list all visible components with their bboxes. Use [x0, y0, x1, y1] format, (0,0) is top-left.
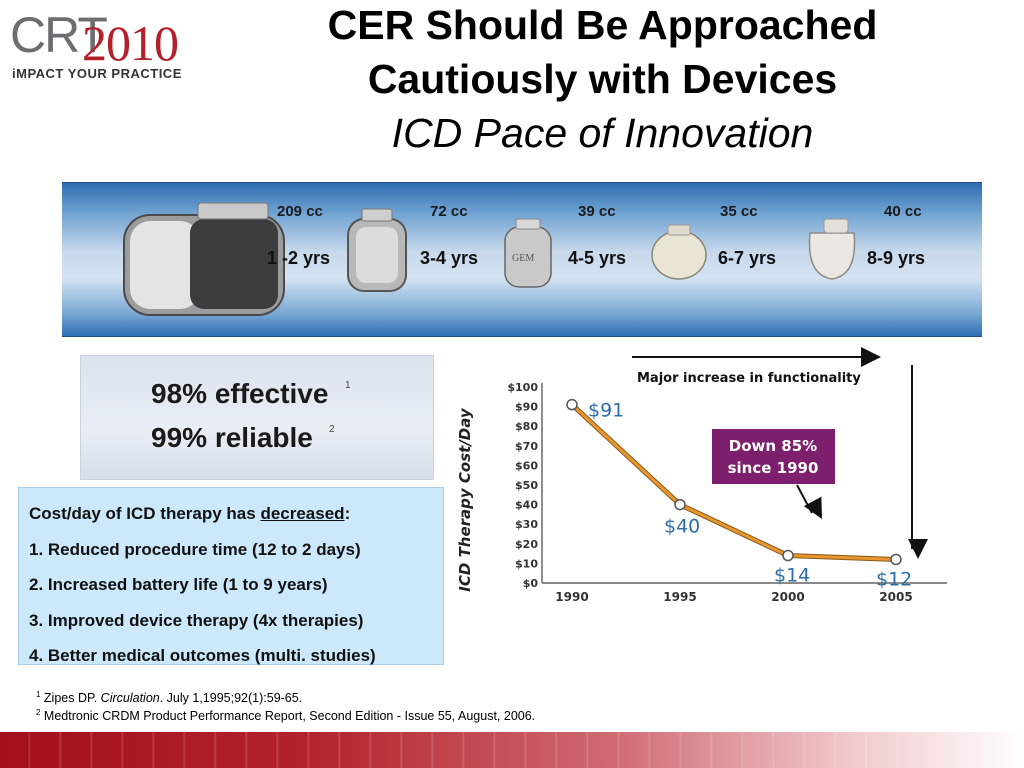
y-tick-label: $70 [515, 440, 538, 453]
device-2-size: 72 cc [430, 203, 468, 220]
slide-title-line-2: Cautiously with Devices [367, 56, 838, 102]
y-tick-label: $80 [515, 420, 538, 433]
device-evolution-banner: GEM 209 cc 1 -2 yrs 72 cc 3-4 yrs 39 cc … [62, 182, 982, 337]
device-4-battery-life: 6-7 yrs [718, 248, 777, 268]
callout-box [712, 429, 835, 484]
x-tick-label: 1995 [663, 590, 696, 604]
cost-item: 2. Increased battery life (1 to 9 years) [29, 575, 328, 594]
y-tick-label: $60 [515, 459, 538, 472]
data-point [674, 498, 686, 511]
cost-heading-prefix: Cost/day of ICD therapy has [29, 504, 261, 523]
device-2-battery-life: 3-4 yrs [420, 248, 479, 268]
chart-y-axis-label: ICD Therapy Cost/Day [456, 407, 474, 592]
effectiveness-box: 98% effective 1 99% reliable 2 [80, 355, 434, 480]
data-point [782, 549, 794, 562]
y-tick-label: $10 [515, 557, 538, 570]
slide-title-line-1: CER Should Be Approached [327, 2, 878, 48]
logo-year-text: 2010 [82, 15, 179, 71]
chart-y-ticks: $0 $10 $20 $30 $40 $50 $60 $70 $80 $90 $100 [507, 381, 538, 590]
y-tick-label: $0 [523, 577, 539, 590]
chart-axes [541, 383, 947, 584]
footnote-2-text: Medtronic CRDM Product Performance Repor… [40, 709, 536, 724]
x-tick-label: 2005 [879, 590, 912, 604]
device-209cc-image [123, 202, 285, 316]
data-label: $14 [774, 565, 810, 587]
bottom-decorative-bar [0, 732, 1024, 768]
chart-series-line: $91 $40 $14 $12 [566, 398, 912, 590]
y-tick-label: $40 [515, 499, 538, 512]
data-point [890, 553, 902, 566]
y-tick-label: $20 [515, 538, 538, 551]
effective-footnote-ref: 1 [345, 380, 351, 391]
crt-2010-logo: CRT 2010 iMPACT YOUR PRACTICE [10, 8, 210, 83]
cost-item: 3. Improved device therapy (4x therapies… [29, 610, 364, 630]
effective-stat: 98% effective [151, 378, 329, 409]
device-gem-label: GEM [512, 253, 534, 264]
slide-subtitle: ICD Pace of Innovation [391, 110, 814, 156]
y-tick-label: $50 [515, 479, 538, 492]
device-5-size: 40 cc [884, 203, 922, 220]
footnote-2-number: 2 [36, 708, 41, 717]
logo-tagline: iMPACT YOUR PRACTICE [12, 66, 182, 81]
cost-item: 1. Reduced procedure time (12 to 2 days) [29, 539, 361, 559]
callout-text: Down 85% [729, 437, 817, 455]
y-tick-label: $30 [515, 518, 538, 531]
x-tick-label: 1990 [555, 590, 588, 604]
cost-reduction-box: Cost/day of ICD therapy has decreased: 1… [18, 487, 444, 665]
icd-cost-chart: ICD Therapy Cost/Day $0 $10 $20 $30 $40 $50 $6… [456, 347, 947, 604]
device-40cc-image [808, 218, 856, 280]
functionality-annotation: Major increase in functionality [637, 371, 861, 386]
cost-item: 4. Better medical outcomes (multi. studi… [29, 646, 376, 665]
series-line [570, 403, 897, 561]
device-3-battery-life: 4-5 yrs [568, 248, 627, 268]
data-label: $12 [876, 568, 912, 590]
cost-heading: Cost/day of ICD therapy has decreased: [29, 496, 433, 532]
data-label: $91 [588, 400, 624, 422]
callout-arrow [796, 484, 823, 519]
callout-text: since 1990 [728, 459, 819, 477]
x-tick-label: 2000 [771, 590, 804, 604]
cost-heading-emphasis: decreased [260, 504, 345, 523]
data-label: $40 [664, 516, 700, 538]
y-tick-label: $100 [507, 381, 538, 394]
footnote-1-number: 1 [36, 690, 41, 699]
chart-annotations: Major increase in functionality Down 85% s… [632, 347, 928, 559]
y-tick-label: $90 [515, 401, 538, 414]
device-5-battery-life: 8-9 yrs [867, 248, 926, 268]
device-39cc-image: GEM [504, 218, 552, 288]
device-1-size: 209 cc [277, 203, 323, 220]
cost-heading-suffix: : [344, 504, 351, 523]
footnote-1: 1 Zipes DP. Circulation. July 1,1995;92(… [36, 690, 302, 705]
device-72cc-image [347, 208, 407, 292]
footnote-1-suffix: . July 1,1995;92(1):59-65. [159, 691, 303, 706]
reliable-footnote-ref: 2 [329, 424, 335, 435]
data-point [566, 398, 578, 411]
footnote-1-prefix: Zipes DP. [40, 691, 101, 706]
device-3-size: 39 cc [578, 203, 616, 220]
reliable-stat: 99% reliable [151, 422, 313, 453]
logo-crt-text: CRT [10, 7, 108, 63]
chart-x-ticks: 1990 1995 2000 2005 [555, 590, 912, 604]
device-4-size: 35 cc [720, 203, 758, 220]
footnote-2: 2 Medtronic CRDM Product Performance Rep… [36, 708, 535, 723]
footnote-1-journal: Circulation [100, 691, 160, 706]
device-1-battery-life: 1 -2 yrs [267, 248, 331, 268]
device-35cc-image [651, 224, 707, 280]
